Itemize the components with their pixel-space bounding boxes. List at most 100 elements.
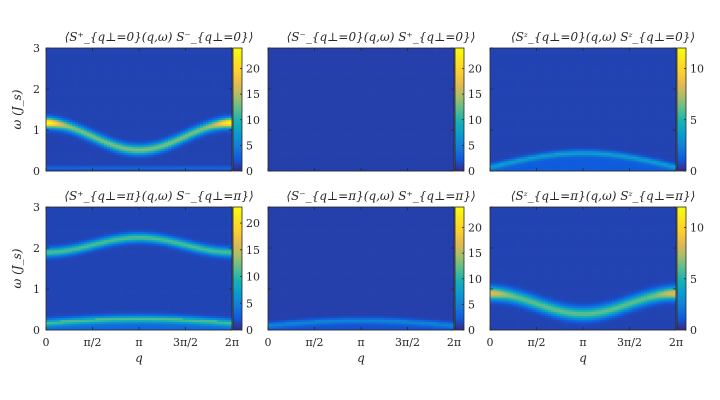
heatmap-cell xyxy=(104,116,107,118)
heatmap-cell xyxy=(63,93,66,95)
heatmap-cell xyxy=(72,122,75,124)
heatmap-cell xyxy=(55,136,58,138)
heatmap-cell xyxy=(101,140,104,142)
heatmap-cell xyxy=(101,89,104,91)
heatmap-cell xyxy=(61,142,64,144)
heatmap-cell xyxy=(104,89,107,91)
heatmap-cell xyxy=(87,103,90,105)
heatmap-cell xyxy=(110,126,113,128)
heatmap-cell xyxy=(104,71,107,73)
heatmap-cell xyxy=(69,56,72,58)
heatmap-cell xyxy=(81,161,84,163)
heatmap-cell xyxy=(69,50,72,52)
heatmap-cell xyxy=(90,128,93,130)
heatmap-cell xyxy=(58,101,61,103)
heatmap-cell xyxy=(63,142,66,144)
heatmap-cell xyxy=(84,85,87,87)
heatmap-cell xyxy=(101,157,104,159)
heatmap-cell xyxy=(52,58,55,60)
heatmap-cell xyxy=(84,71,87,73)
heatmap-cell xyxy=(95,105,98,107)
heatmap-cell xyxy=(107,112,110,114)
heatmap-cell xyxy=(52,146,55,148)
heatmap-cell xyxy=(75,50,78,52)
heatmap-cell xyxy=(104,73,107,75)
heatmap-cell xyxy=(61,130,64,132)
heatmap-cell xyxy=(66,83,69,85)
heatmap-cell xyxy=(81,89,84,91)
heatmap-cell xyxy=(81,124,84,126)
heatmap-cell xyxy=(84,142,87,144)
heatmap-cell xyxy=(113,128,116,130)
heatmap-cell xyxy=(46,97,49,99)
heatmap-cell xyxy=(66,103,69,105)
heatmap-cell xyxy=(61,66,64,68)
heatmap-cell xyxy=(63,87,66,89)
heatmap-cell xyxy=(55,124,58,126)
heatmap-cell xyxy=(78,124,81,126)
heatmap-cell xyxy=(78,89,81,91)
heatmap-cell xyxy=(107,52,110,54)
heatmap-cell xyxy=(69,144,72,146)
heatmap-cell xyxy=(107,136,110,138)
heatmap-cell xyxy=(69,71,72,73)
heatmap-cell xyxy=(72,146,75,148)
heatmap-cell xyxy=(69,167,72,169)
heatmap-cell xyxy=(49,69,52,71)
heatmap-cell xyxy=(52,75,55,77)
heatmap-cell xyxy=(90,58,93,60)
heatmap-cell xyxy=(93,122,96,124)
heatmap-cell xyxy=(87,124,90,126)
heatmap-cell xyxy=(46,112,49,114)
heatmap-cell xyxy=(69,85,72,87)
heatmap-cell xyxy=(113,165,116,167)
heatmap-cell xyxy=(61,120,64,122)
heatmap-cell xyxy=(95,153,98,155)
heatmap-cell xyxy=(90,89,93,91)
heatmap-cell xyxy=(113,148,116,150)
heatmap-cell xyxy=(66,105,69,107)
heatmap-cell xyxy=(87,148,90,150)
heatmap-cell xyxy=(87,75,90,77)
heatmap-cell xyxy=(52,151,55,153)
heatmap-cell xyxy=(52,142,55,144)
heatmap-cell xyxy=(55,146,58,148)
heatmap-cell xyxy=(93,161,96,163)
heatmap-cell xyxy=(101,130,104,132)
heatmap-cell xyxy=(95,136,98,138)
heatmap-cell xyxy=(98,124,101,126)
heatmap-cell xyxy=(55,50,58,52)
heatmap-cell xyxy=(87,163,90,165)
heatmap-cell xyxy=(98,138,101,140)
heatmap-cell xyxy=(110,163,113,165)
heatmap-cell xyxy=(98,103,101,105)
heatmap-cell xyxy=(52,161,55,163)
heatmap-cell xyxy=(61,157,64,159)
heatmap-cell xyxy=(52,83,55,85)
heatmap-cell xyxy=(63,116,66,118)
heatmap-cell xyxy=(81,101,84,103)
heatmap-cell xyxy=(66,91,69,93)
heatmap-cell xyxy=(90,75,93,77)
heatmap-cell xyxy=(78,107,81,109)
heatmap-cell xyxy=(49,64,52,66)
heatmap-cell xyxy=(81,75,84,77)
heatmap-cell xyxy=(81,79,84,81)
heatmap-cell xyxy=(90,64,93,66)
heatmap-cell xyxy=(101,136,104,138)
heatmap-cell xyxy=(78,71,81,73)
heatmap-cell xyxy=(81,132,84,134)
heatmap-cell xyxy=(110,87,113,89)
heatmap-cell xyxy=(61,153,64,155)
heatmap-cell xyxy=(63,83,66,85)
heatmap-cell xyxy=(110,50,113,52)
heatmap-cell xyxy=(104,101,107,103)
heatmap-cell xyxy=(69,93,72,95)
heatmap-cell xyxy=(49,128,52,130)
heatmap-cell xyxy=(61,122,64,124)
heatmap-cell xyxy=(110,142,113,144)
heatmap-cell xyxy=(84,126,87,128)
heatmap-cell xyxy=(69,140,72,142)
heatmap-cell xyxy=(58,142,61,144)
heatmap-cell xyxy=(110,75,113,77)
